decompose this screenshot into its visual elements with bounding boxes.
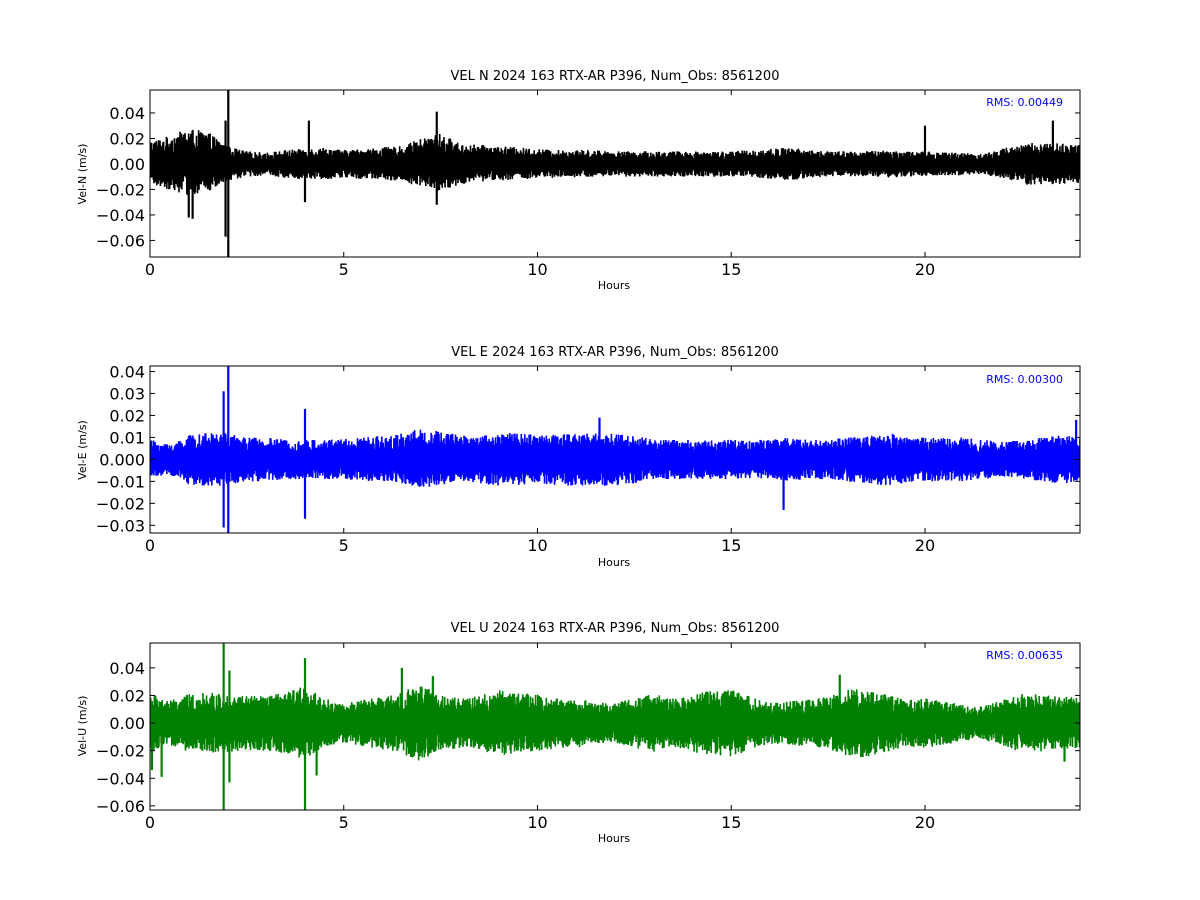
panel-vel-n: VEL N 2024 163 RTX-AR P396, Num_Obs: 856…: [76, 69, 1081, 292]
y-tick-label: 0.00: [109, 155, 145, 174]
plot-area: 0 5 10 15 20 −0.06 −0.04 −0.02 0.00 0.02 0.04: [96, 642, 1081, 832]
y-tick-label: −0.06: [96, 797, 145, 816]
y-axis-label: Vel-U (m/s): [76, 696, 89, 757]
x-tick-label: 20: [915, 813, 935, 832]
x-tick-label: 0: [145, 260, 155, 279]
x-tick-label: 20: [915, 260, 935, 279]
y-tick-label: 0.02: [109, 686, 145, 705]
x-tick-label: 15: [721, 536, 741, 555]
x-tick-label: 15: [721, 813, 741, 832]
x-tick-label: 5: [339, 813, 349, 832]
y-tick-label: 0.04: [109, 659, 145, 678]
axes-frame: [149, 642, 1081, 811]
x-tick-label: 10: [527, 260, 547, 279]
x-tick-label: 15: [721, 260, 741, 279]
x-tick-label: 0: [145, 813, 155, 832]
axes-frame: [149, 365, 1081, 534]
y-axis-label: Vel-E (m/s): [76, 420, 89, 480]
y-tick-label: 0.000: [99, 450, 145, 469]
axes-frame: [149, 89, 1081, 258]
y-tick-label: −0.04: [96, 769, 145, 788]
x-tick-label: 10: [527, 536, 547, 555]
y-tick-label: 0.03: [109, 384, 145, 403]
y-tick-label: −0.04: [96, 206, 145, 225]
y-tick-label: −0.03: [96, 516, 145, 535]
x-tick-label: 5: [339, 536, 349, 555]
y-tick-label: −0.06: [96, 231, 145, 250]
y-tick-label: −0.02: [96, 494, 145, 513]
y-tick-label: −0.01: [96, 472, 145, 491]
y-tick-label: −0.02: [96, 180, 145, 199]
rms-annotation: RMS: 0.00449: [986, 96, 1063, 109]
chart-title: VEL N 2024 163 RTX-AR P396, Num_Obs: 856…: [451, 69, 780, 84]
x-axis-label: Hours: [598, 279, 630, 292]
y-axis-label: Vel-N (m/s): [76, 144, 89, 205]
rms-annotation: RMS: 0.00300: [986, 373, 1063, 386]
x-tick-label: 20: [915, 536, 935, 555]
y-tick-label: 0.02: [109, 406, 145, 425]
chart-title: VEL U 2024 163 RTX-AR P396, Num_Obs: 856…: [451, 621, 780, 636]
chart-title: VEL E 2024 163 RTX-AR P396, Num_Obs: 856…: [451, 345, 778, 360]
panel-vel-u: VEL U 2024 163 RTX-AR P396, Num_Obs: 856…: [76, 621, 1081, 845]
y-tick-label: 0.01: [109, 428, 145, 447]
x-tick-label: 10: [527, 813, 547, 832]
plot-area: 0 5 10 15 20 −0.06 −0.04 −0.02 0.00 0.02 0.04: [96, 89, 1081, 279]
y-tick-label: −0.02: [96, 742, 145, 761]
panel-vel-e: VEL E 2024 163 RTX-AR P396, Num_Obs: 856…: [76, 345, 1081, 569]
rms-annotation: RMS: 0.00635: [986, 649, 1063, 662]
y-tick-label: 0.00: [109, 714, 145, 733]
y-tick-label: 0.04: [109, 104, 145, 123]
y-tick-label: 0.04: [109, 362, 145, 381]
x-tick-label: 5: [339, 260, 349, 279]
x-axis-label: Hours: [598, 832, 630, 845]
y-tick-label: 0.02: [109, 129, 145, 148]
plot-area: 0 5 10 15 20 −0.03 −0.02 −0.01 0.000 0.01 0.02 0.03…: [96, 362, 1081, 555]
x-tick-label: 0: [145, 536, 155, 555]
x-axis-label: Hours: [598, 556, 630, 569]
